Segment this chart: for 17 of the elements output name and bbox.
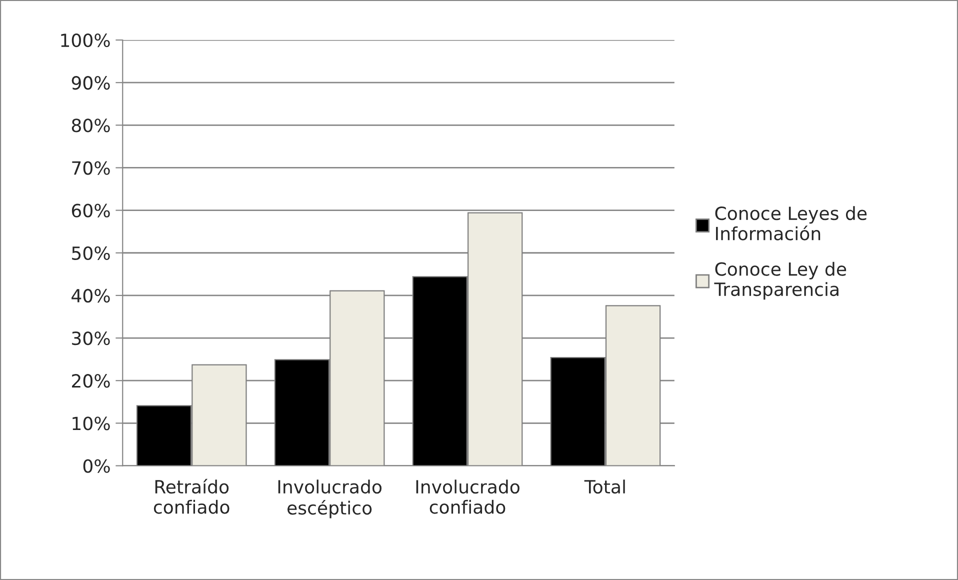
y-tick-label: 40% (72, 288, 110, 303)
legend-label: Conoce Ley de Transparencia (714, 262, 846, 300)
y-tick-label: 60% (72, 204, 110, 218)
x-tick-label: Involucrado confiado (416, 480, 520, 514)
x-tick-label: Total (584, 480, 625, 494)
y-tick-label: 90% (72, 76, 110, 90)
y-tick-label: 0% (83, 459, 110, 473)
y-tick-label: 10% (72, 416, 110, 430)
y-tick-label: 80% (72, 118, 110, 132)
y-tick-label: 70% (72, 161, 110, 175)
y-tick-label: 30% (72, 331, 110, 346)
legend-label: Conoce Leyes de Información (715, 206, 867, 240)
x-tick-label: Involucrado escéptico (278, 480, 382, 518)
y-tick-label: 50% (72, 246, 110, 260)
y-tick-label: 20% (72, 374, 110, 388)
x-tick-label: Retraído confiado (154, 478, 230, 514)
y-tick-label: 100% (61, 33, 110, 48)
